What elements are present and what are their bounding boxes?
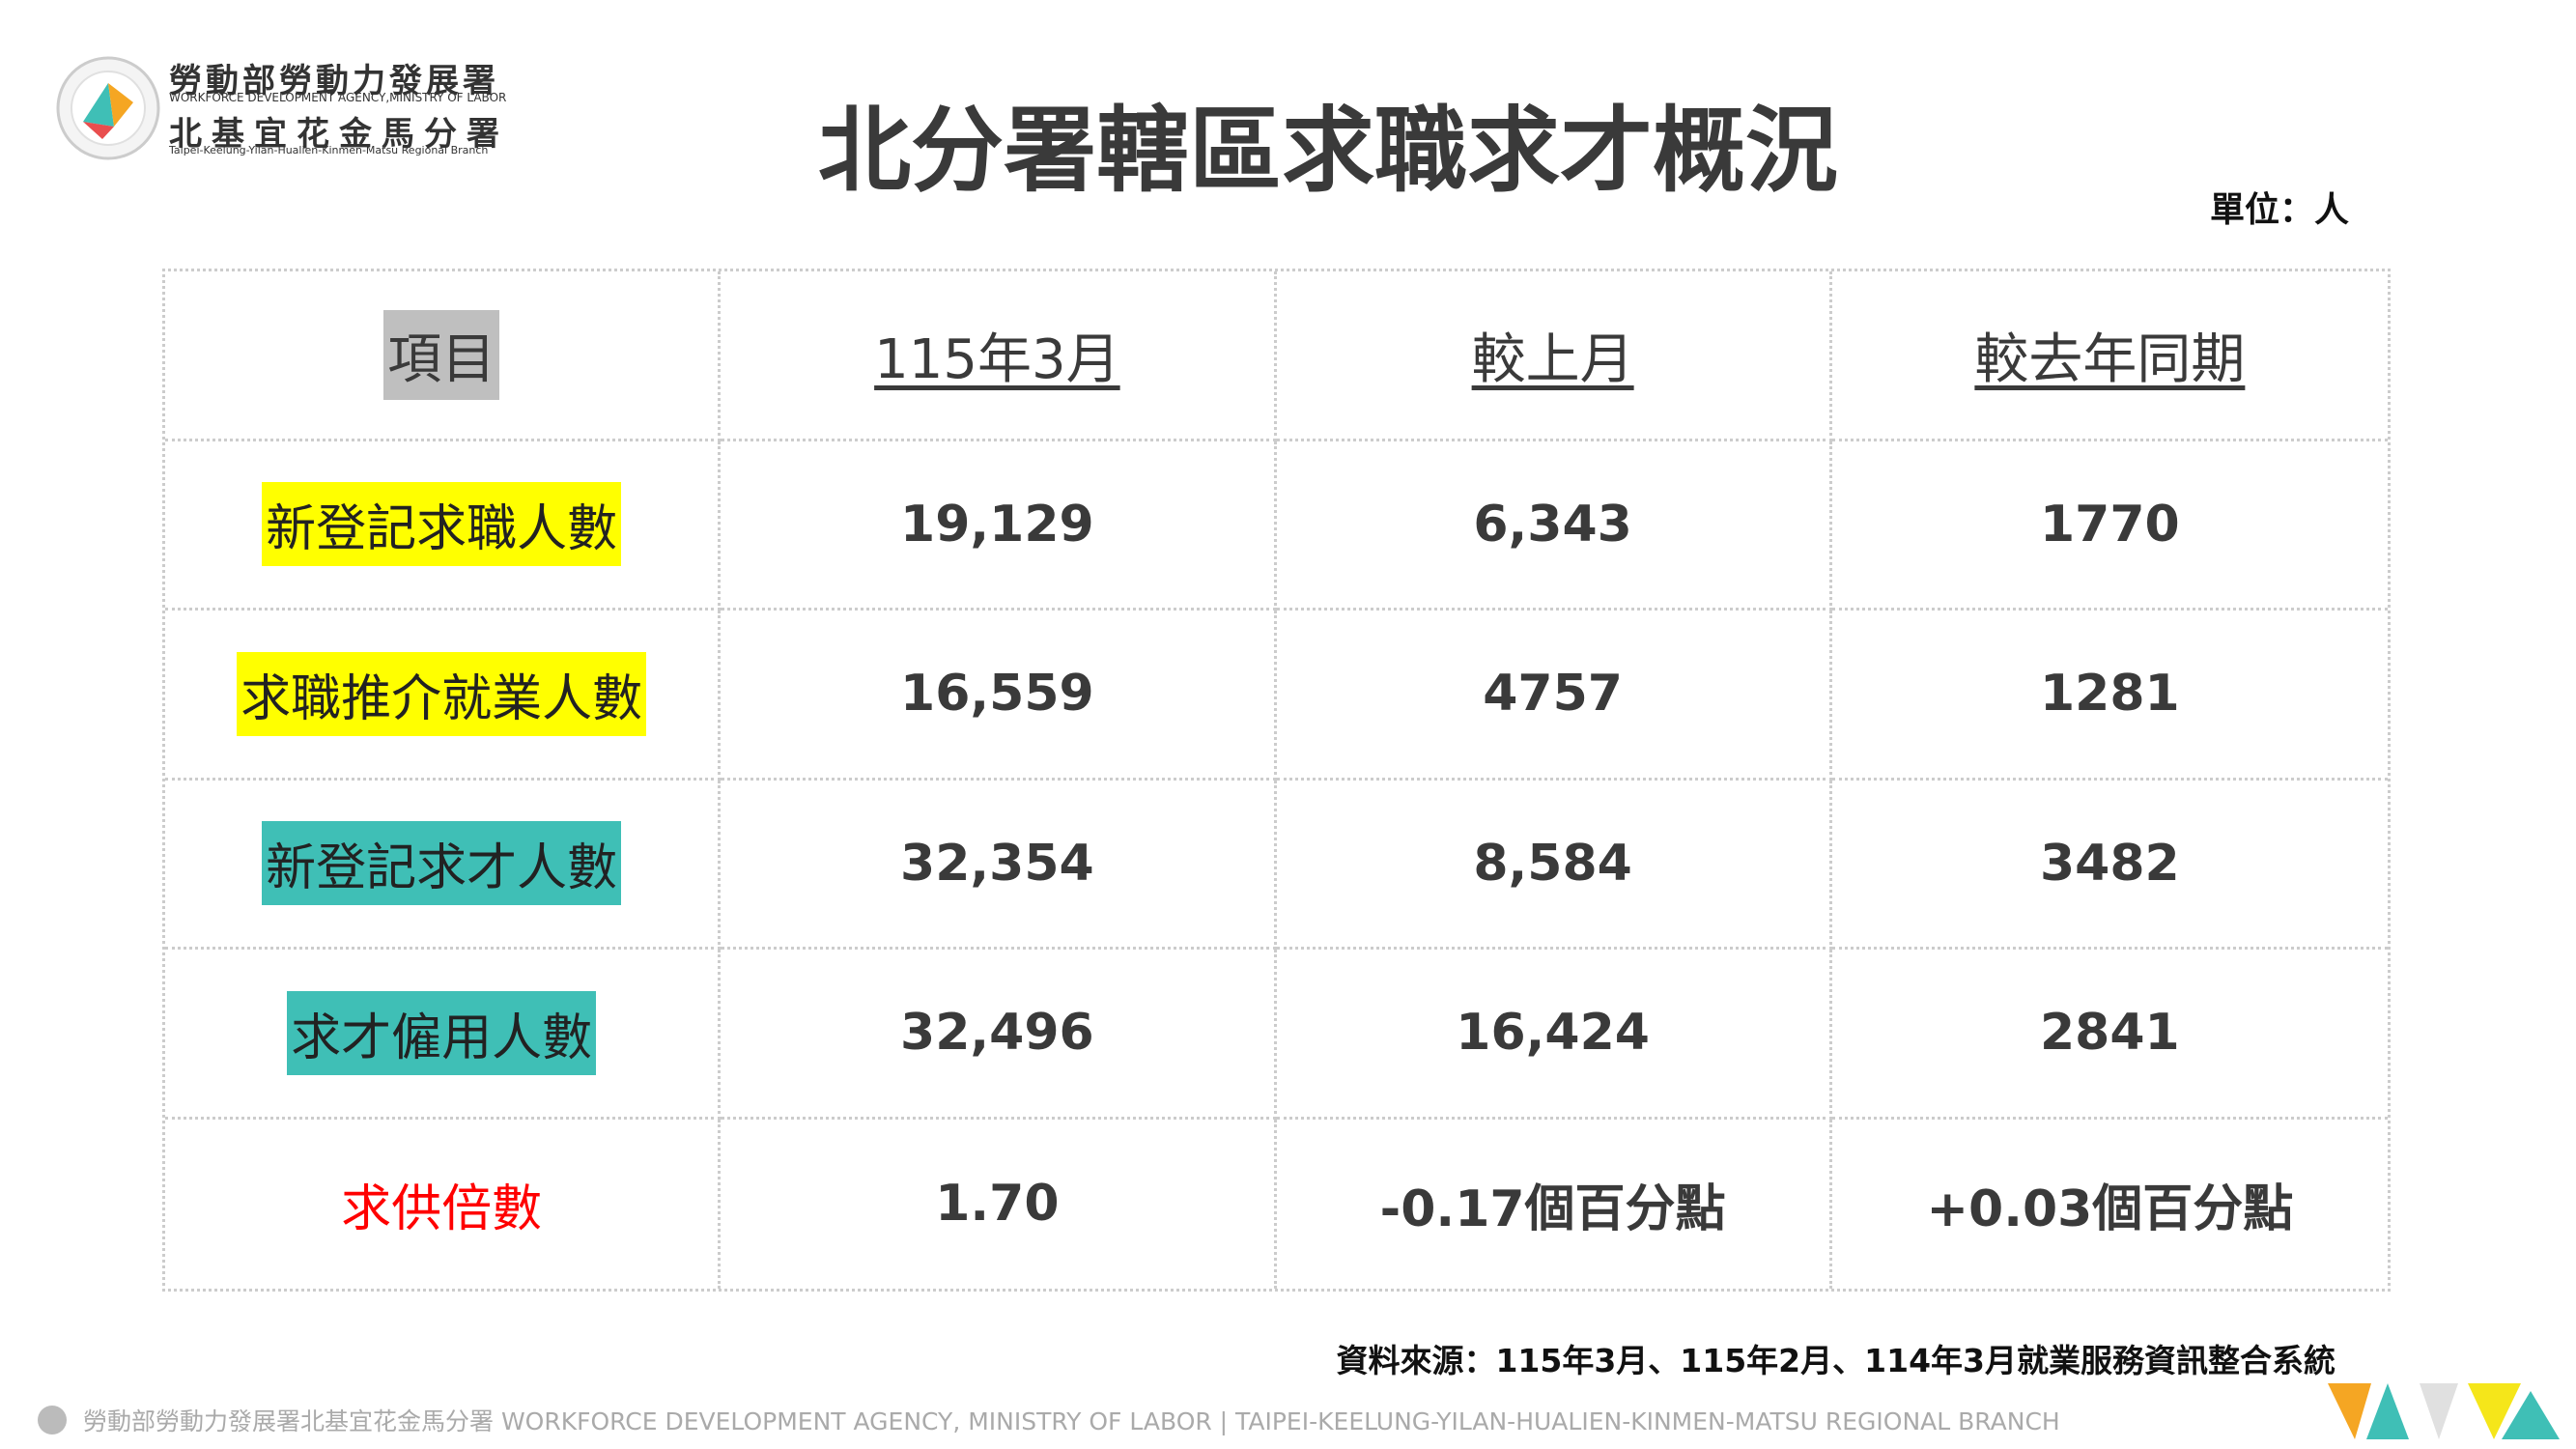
- header-cell: 115年3月: [721, 271, 1277, 441]
- row-label: 求職推介就業人數: [237, 651, 647, 736]
- cell-value: +0.03個百分點: [1926, 1179, 2294, 1238]
- table-cell: 6,343: [1276, 440, 1832, 611]
- header-cell: 項目: [165, 271, 722, 441]
- title: 北分署轄區求職求才概況: [818, 97, 1838, 205]
- cell-value: 1.70: [935, 1175, 1060, 1234]
- table-cell: +0.03個百分點: [1832, 1120, 2388, 1290]
- column-header: 較去年同期: [1974, 327, 2246, 391]
- agency-name-en: WORKFORCE DEVELOPMENT AGENCY,MINISTRY OF…: [169, 91, 507, 104]
- table-cell: 16,559: [721, 611, 1277, 781]
- table-cell: 求供倍數: [165, 1119, 722, 1289]
- table-cell: 1.70: [721, 1119, 1277, 1289]
- table-cell: -0.17個百分點: [1277, 1119, 1832, 1289]
- source: 資料來源：115年3月、115年2月、114年3月就業服務資訊整合系統: [1336, 1342, 2335, 1379]
- column-header: 115年3月: [874, 327, 1120, 391]
- table-cell: 8,584: [1276, 780, 1832, 950]
- table-cell: 新登記求職人數: [165, 440, 722, 611]
- cell-value: 1770: [2040, 495, 2180, 554]
- data-table: 項目 115年3月 較上月 較去年同期新登記求職人數 19,129 6,343 1770 求職…: [162, 269, 2391, 1292]
- column-header: 較上月: [1471, 327, 1634, 391]
- row-label: 新登記求職人數: [262, 482, 622, 567]
- cell-value: 1281: [2040, 665, 2180, 724]
- agency-name: 勞動部勞動力發展署: [169, 62, 499, 100]
- table-cell: 1281: [1831, 611, 2388, 781]
- row-label: 求才僱用人數: [287, 990, 597, 1075]
- branch-name: 北基宜花金馬分署: [169, 115, 509, 154]
- row-label: 新登記求才人數: [262, 821, 622, 906]
- cell-value: -0.17個百分點: [1379, 1179, 1726, 1238]
- table-cell: 32,496: [721, 950, 1277, 1120]
- unit: 單位：人: [2209, 190, 2349, 230]
- header-cell: 較去年同期: [1831, 271, 2388, 441]
- column-header: 項目: [383, 309, 500, 400]
- header-cell: 較上月: [1276, 271, 1832, 441]
- table-cell: 新登記求才人數: [165, 780, 722, 950]
- table-cell: 19,129: [721, 440, 1277, 611]
- cell-value: 16,559: [900, 665, 1094, 724]
- table-cell: 求才僱用人數: [165, 950, 722, 1120]
- cell-value: 32,496: [900, 1004, 1094, 1063]
- logo-icon: [56, 56, 160, 160]
- cell-value: 2841: [2040, 1004, 2180, 1063]
- cell-value: 8,584: [1473, 834, 1632, 893]
- footer-icon: [38, 1406, 67, 1435]
- footer-logo: [2328, 1383, 2560, 1439]
- cell-value: 19,129: [900, 495, 1094, 554]
- cell-value: 32,354: [900, 834, 1094, 893]
- table-cell: 求職推介就業人數: [165, 611, 722, 781]
- cell-value: 3482: [2040, 834, 2180, 893]
- table-cell: 3482: [1831, 781, 2388, 950]
- footer: 勞動部勞動力發展署北基宜花金馬分署 WORKFORCE DEVELOPMENT …: [83, 1407, 2060, 1435]
- cell-value: 4757: [1483, 665, 1623, 724]
- table-cell: 32,354: [721, 780, 1277, 950]
- cell-value: 16,424: [1456, 1004, 1650, 1063]
- branch-name-en: Taipei-Keelung-Yilan-Hualien-Kinmen-Mats…: [169, 144, 489, 156]
- table-cell: 1770: [1831, 441, 2388, 611]
- cell-value: 6,343: [1473, 495, 1632, 554]
- table-cell: 4757: [1276, 611, 1832, 781]
- table-cell: 2841: [1831, 950, 2388, 1120]
- table-cell: 16,424: [1276, 950, 1832, 1120]
- row-label: 求供倍數: [341, 1179, 543, 1238]
